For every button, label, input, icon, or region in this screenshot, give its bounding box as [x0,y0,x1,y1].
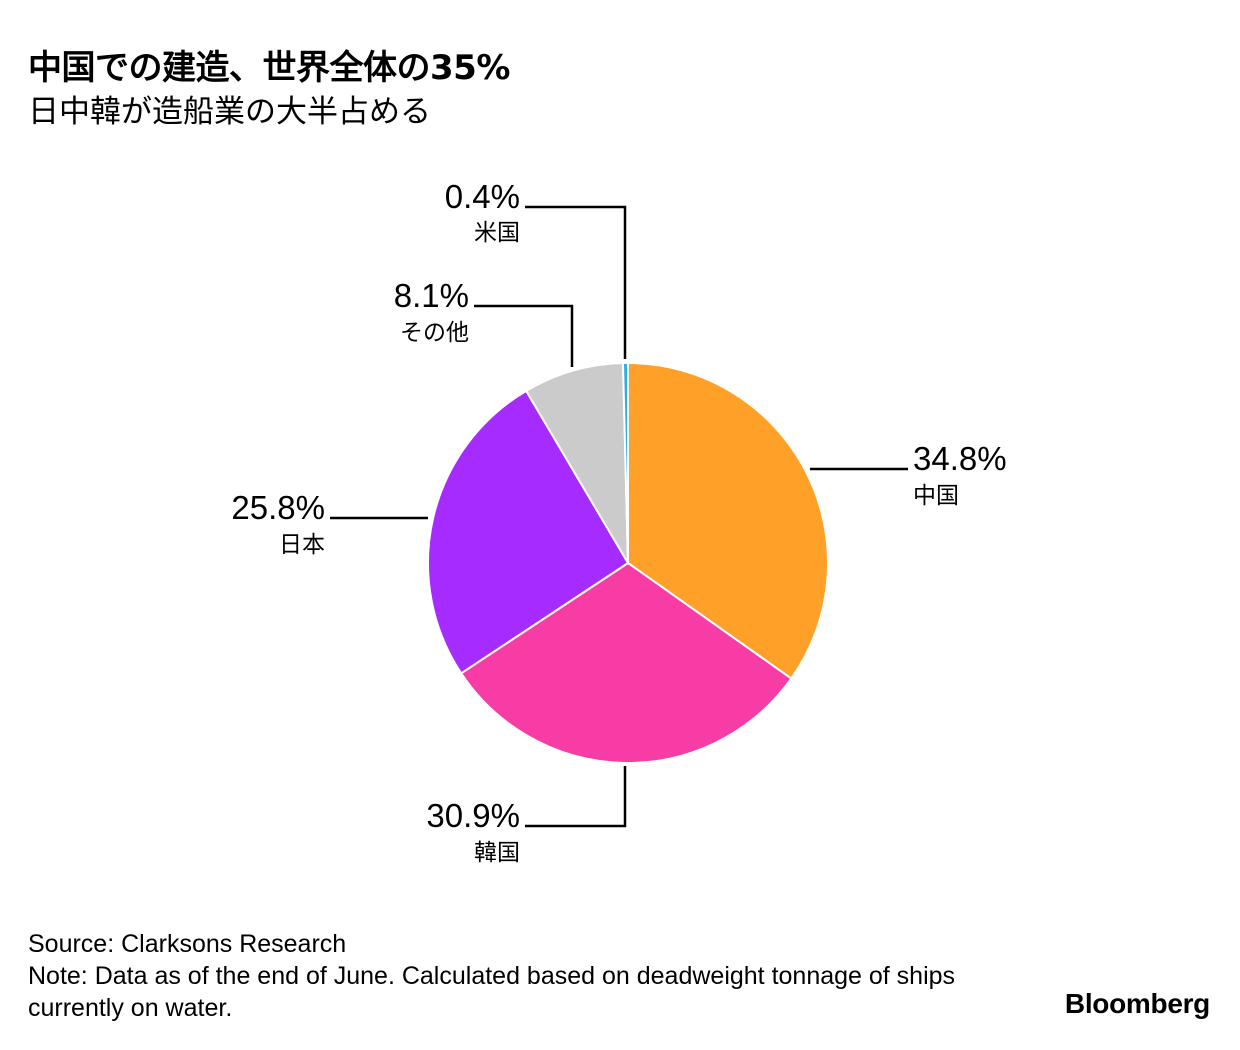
data-note: Note: Data as of the end of June. Calcul… [28,962,956,1022]
data-label-other: 8.1% [394,277,469,314]
chart-subtitle: 日中韓が造船業の大半占める [28,94,431,130]
data-label-japan: 25.8% [231,489,325,526]
chart-footer: Source: Clarksons Research Note: Data as… [28,928,1048,1024]
category-label-china: 中国 [913,483,959,509]
pie-slice-china [627,362,829,680]
category-label-japan: 日本 [279,532,325,558]
source-note: Source: Clarksons Research [28,930,347,958]
leader-line-other [474,304,574,367]
chart-title: 中国での建造、世界全体の35% [28,48,510,88]
pie-slice-other [525,362,629,564]
category-label-us: 米国 [474,220,520,246]
pie-slice-us [621,361,629,564]
category-label-korea: 韓国 [474,840,520,866]
data-label-us: 0.4% [445,178,520,215]
category-label-other: その他 [400,320,469,346]
leader-lines [330,205,908,828]
slice-labels: 34.8% 中国 30.9% 韓国 25.8% 日本 8.1% その他 0.4% 米国 [231,178,1006,866]
data-label-china: 34.8% [913,440,1007,477]
leader-line-korea [525,766,627,828]
leader-line-us [525,205,627,359]
data-label-korea: 30.9% [426,797,520,834]
pie-slices [426,361,829,764]
pie-slice-korea [460,562,793,764]
bloomberg-logo: Bloomberg [1064,988,1210,1019]
pie-slice-japan [426,389,629,675]
